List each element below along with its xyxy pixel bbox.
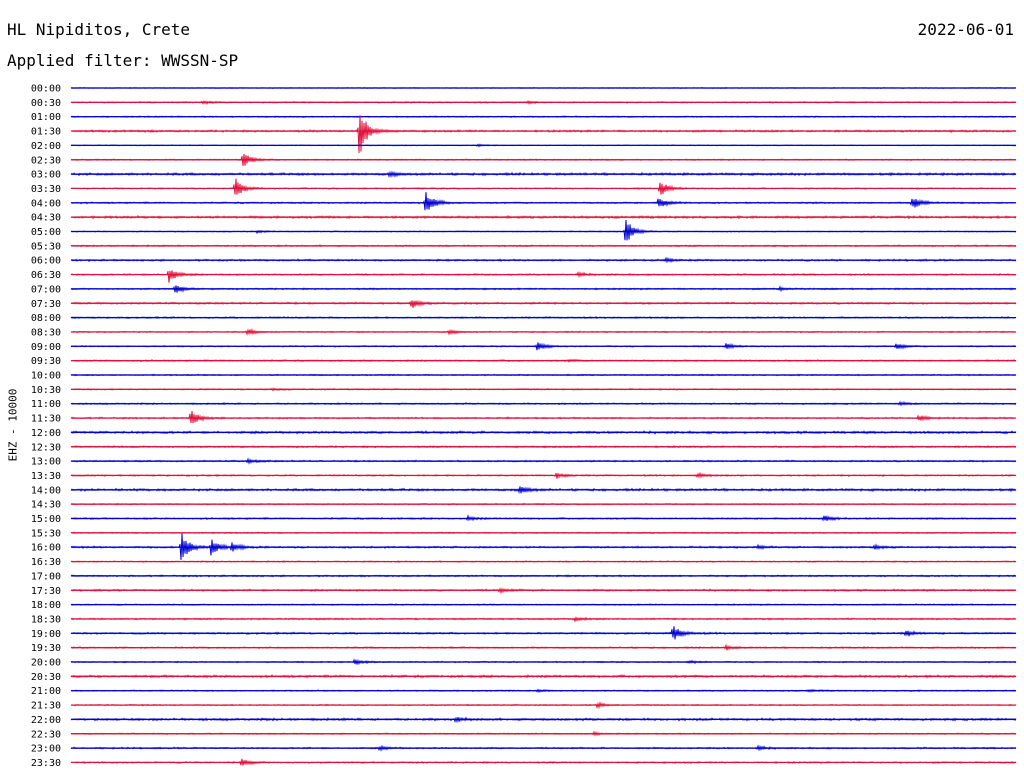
row-time-label: 19:30 <box>31 643 61 654</box>
trace-row <box>70 219 1017 241</box>
row-time-label: 06:30 <box>31 270 61 281</box>
row-time-label: 04:30 <box>31 213 61 224</box>
row-time-label: 02:30 <box>31 155 61 166</box>
row-time-label: 10:00 <box>31 371 61 382</box>
row-time-label: 05:00 <box>31 227 61 238</box>
row-time-label: 23:00 <box>31 744 61 755</box>
row-time-label: 16:00 <box>31 543 61 554</box>
row-time-label: 03:30 <box>31 184 61 195</box>
trace-row <box>70 115 1017 154</box>
row-time-label: 21:00 <box>31 686 61 697</box>
row-time-label: 22:30 <box>31 729 61 740</box>
trace-row <box>70 410 1017 424</box>
row-time-label: 21:30 <box>31 701 61 712</box>
row-time-label: 08:30 <box>31 327 61 338</box>
station-title: HL Nipiditos, Crete <box>7 20 191 39</box>
row-time-label: 12:30 <box>31 442 61 453</box>
row-time-label: 14:00 <box>31 485 61 496</box>
row-time-label: 03:00 <box>31 170 61 181</box>
row-time-label: 09:30 <box>31 356 61 367</box>
trace-row <box>70 178 1017 195</box>
row-time-label: 07:30 <box>31 299 61 310</box>
row-time-label: 12:00 <box>31 428 61 439</box>
row-time-label: 20:00 <box>31 658 61 669</box>
row-time-label: 23:30 <box>31 758 61 769</box>
row-time-label: 10:30 <box>31 385 61 396</box>
row-time-label: 05:30 <box>31 241 61 252</box>
row-time-label: 01:00 <box>31 112 61 123</box>
row-time-label: 15:30 <box>31 528 61 539</box>
row-time-label: 19:00 <box>31 629 61 640</box>
row-time-label: 04:00 <box>31 198 61 209</box>
row-time-label: 09:00 <box>31 342 61 353</box>
row-time-label: 06:00 <box>31 256 61 267</box>
row-time-label: 22:00 <box>31 715 61 726</box>
trace-row <box>70 299 1017 308</box>
row-time-label: 16:30 <box>31 557 61 568</box>
row-time-label: 13:00 <box>31 457 61 468</box>
trace-row <box>70 270 1017 283</box>
row-time-label: 17:30 <box>31 586 61 597</box>
row-time-label: 18:30 <box>31 614 61 625</box>
row-time-label: 01:30 <box>31 127 61 138</box>
filter-label: Applied filter: WWSSN-SP <box>7 51 239 70</box>
trace-row <box>70 192 1017 211</box>
row-time-label: 14:30 <box>31 500 61 511</box>
row-time-label: 07:00 <box>31 284 61 295</box>
row-time-label: 00:00 <box>31 84 61 95</box>
row-time-label: 02:00 <box>31 141 61 152</box>
row-time-label: 08:00 <box>31 313 61 324</box>
date-label: 2022-06-01 <box>917 20 1014 39</box>
row-time-label: 15:00 <box>31 514 61 525</box>
row-time-label: 11:30 <box>31 414 61 425</box>
row-time-label: 17:00 <box>31 571 61 582</box>
row-time-label: 18:00 <box>31 600 61 611</box>
row-time-label: 11:00 <box>31 399 61 410</box>
row-time-label: 00:30 <box>31 98 61 109</box>
row-time-label: 20:30 <box>31 672 61 683</box>
row-time-label: 13:30 <box>31 471 61 482</box>
